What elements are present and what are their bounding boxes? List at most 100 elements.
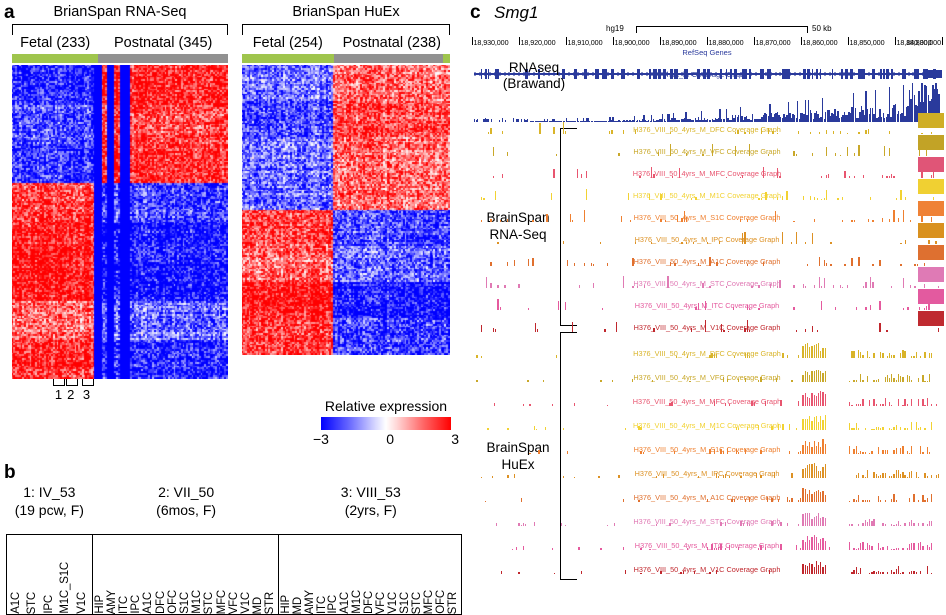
exon (583, 69, 587, 79)
coverage-bar (926, 476, 928, 478)
coverage-bar (520, 498, 522, 502)
coverage-bar (899, 114, 901, 122)
coverage-bar (875, 380, 877, 382)
coverage-bar (516, 547, 518, 550)
coverage-bar (832, 285, 835, 288)
coverage-bar (917, 523, 920, 526)
coverage-bar (795, 545, 798, 550)
coverage-bar (748, 144, 751, 156)
coverage-bar (786, 191, 788, 200)
coverage-bar (802, 284, 804, 288)
coverage-bar (811, 519, 813, 526)
strand-arrow (937, 72, 940, 76)
coverage-bar (893, 355, 895, 358)
coverage-bar (853, 176, 856, 178)
coverage-bar (507, 428, 509, 430)
coverage-bar (863, 115, 866, 122)
strand-arrow (503, 72, 506, 76)
strand-arrow (661, 72, 664, 76)
coverage-bar (811, 393, 813, 406)
strand-arrow (715, 72, 718, 76)
coverage-bar (806, 446, 809, 454)
coverage-bar (871, 572, 873, 574)
coverage-bar (804, 441, 806, 454)
coverage-bar (554, 121, 557, 122)
coverage-bar (671, 402, 673, 406)
coverage-bar (843, 112, 846, 122)
exon (786, 69, 790, 79)
coverage-bar (545, 121, 547, 122)
expression-legend: Relative expression −3 0 3 (306, 398, 466, 447)
coverage-bar (888, 402, 891, 406)
coverage-bar (797, 401, 800, 406)
coverage-bar (680, 119, 682, 122)
coverage-bar (776, 112, 779, 122)
coverage-bar (857, 495, 860, 502)
coverage-bar (623, 130, 625, 134)
coverage-bar (607, 525, 609, 526)
strand-arrow (779, 72, 782, 76)
coverage-bar (780, 400, 782, 406)
coverage-bar (640, 451, 642, 454)
coverage-bar (491, 476, 494, 478)
coverage-bar (682, 571, 684, 574)
coverage-bar (695, 197, 697, 200)
coverage-bar (764, 401, 766, 406)
coverage-bar (704, 301, 706, 310)
strand-arrow (789, 72, 792, 76)
coverage-bar (551, 404, 553, 406)
region-label-amy: AMY (303, 589, 316, 614)
coverage-bar (599, 242, 602, 244)
coverage-bar (882, 547, 884, 550)
coverage-bar (607, 121, 609, 122)
coverage-bar (830, 242, 832, 244)
coverage-bar (813, 492, 815, 502)
strand-arrow (838, 72, 841, 76)
strand-arrow (730, 72, 733, 76)
strand-arrow (680, 72, 683, 76)
coverage-bar (897, 521, 900, 526)
strand-arrow (922, 72, 925, 76)
coverage-bar (870, 277, 872, 288)
coverage-bar (913, 523, 915, 526)
coverage-bar (492, 176, 494, 178)
coverage-bar (895, 569, 897, 574)
coverage-bar (917, 500, 920, 502)
coverage-bar (881, 218, 884, 222)
coverage-bar (698, 476, 700, 478)
coverage-bar (632, 286, 634, 288)
strand-arrow (833, 72, 836, 76)
exon (840, 69, 844, 79)
coverage-bar (522, 404, 525, 406)
coverage-bar (562, 241, 564, 244)
coverage-bar (811, 153, 814, 156)
coverage-bar (871, 108, 874, 122)
coverage-bar (632, 258, 634, 266)
coverage-track-a1c: H376_VIII_50_4yrs_M_A1C Coverage Graph (468, 244, 946, 266)
strand-arrow (552, 72, 555, 76)
coverage-bar (760, 377, 762, 382)
coverage-bar (637, 286, 639, 288)
coverage-bar (922, 375, 924, 382)
coverage-bar (652, 119, 655, 122)
coverage-bar (583, 210, 585, 222)
coverage-bar (813, 345, 815, 358)
coord-tick (518, 37, 520, 45)
strand-arrow (602, 72, 605, 76)
coverage-bar (686, 242, 688, 244)
coverage-bar (815, 491, 818, 502)
coverage-bar (897, 566, 900, 574)
coverage-bar (921, 83, 923, 122)
coverage-bar (862, 452, 864, 454)
coverage-bar (913, 571, 915, 574)
coverage-bar (620, 216, 623, 222)
coverage-bar (802, 540, 804, 550)
coverage-bar (830, 264, 832, 266)
coverage-bar (825, 112, 827, 122)
coverage-bar (882, 572, 884, 574)
coverage-bar (804, 542, 806, 550)
coverage-bar (927, 95, 929, 122)
coverage-bar (781, 232, 783, 244)
coverage-bar (897, 399, 900, 406)
coverage-bar (809, 563, 811, 574)
